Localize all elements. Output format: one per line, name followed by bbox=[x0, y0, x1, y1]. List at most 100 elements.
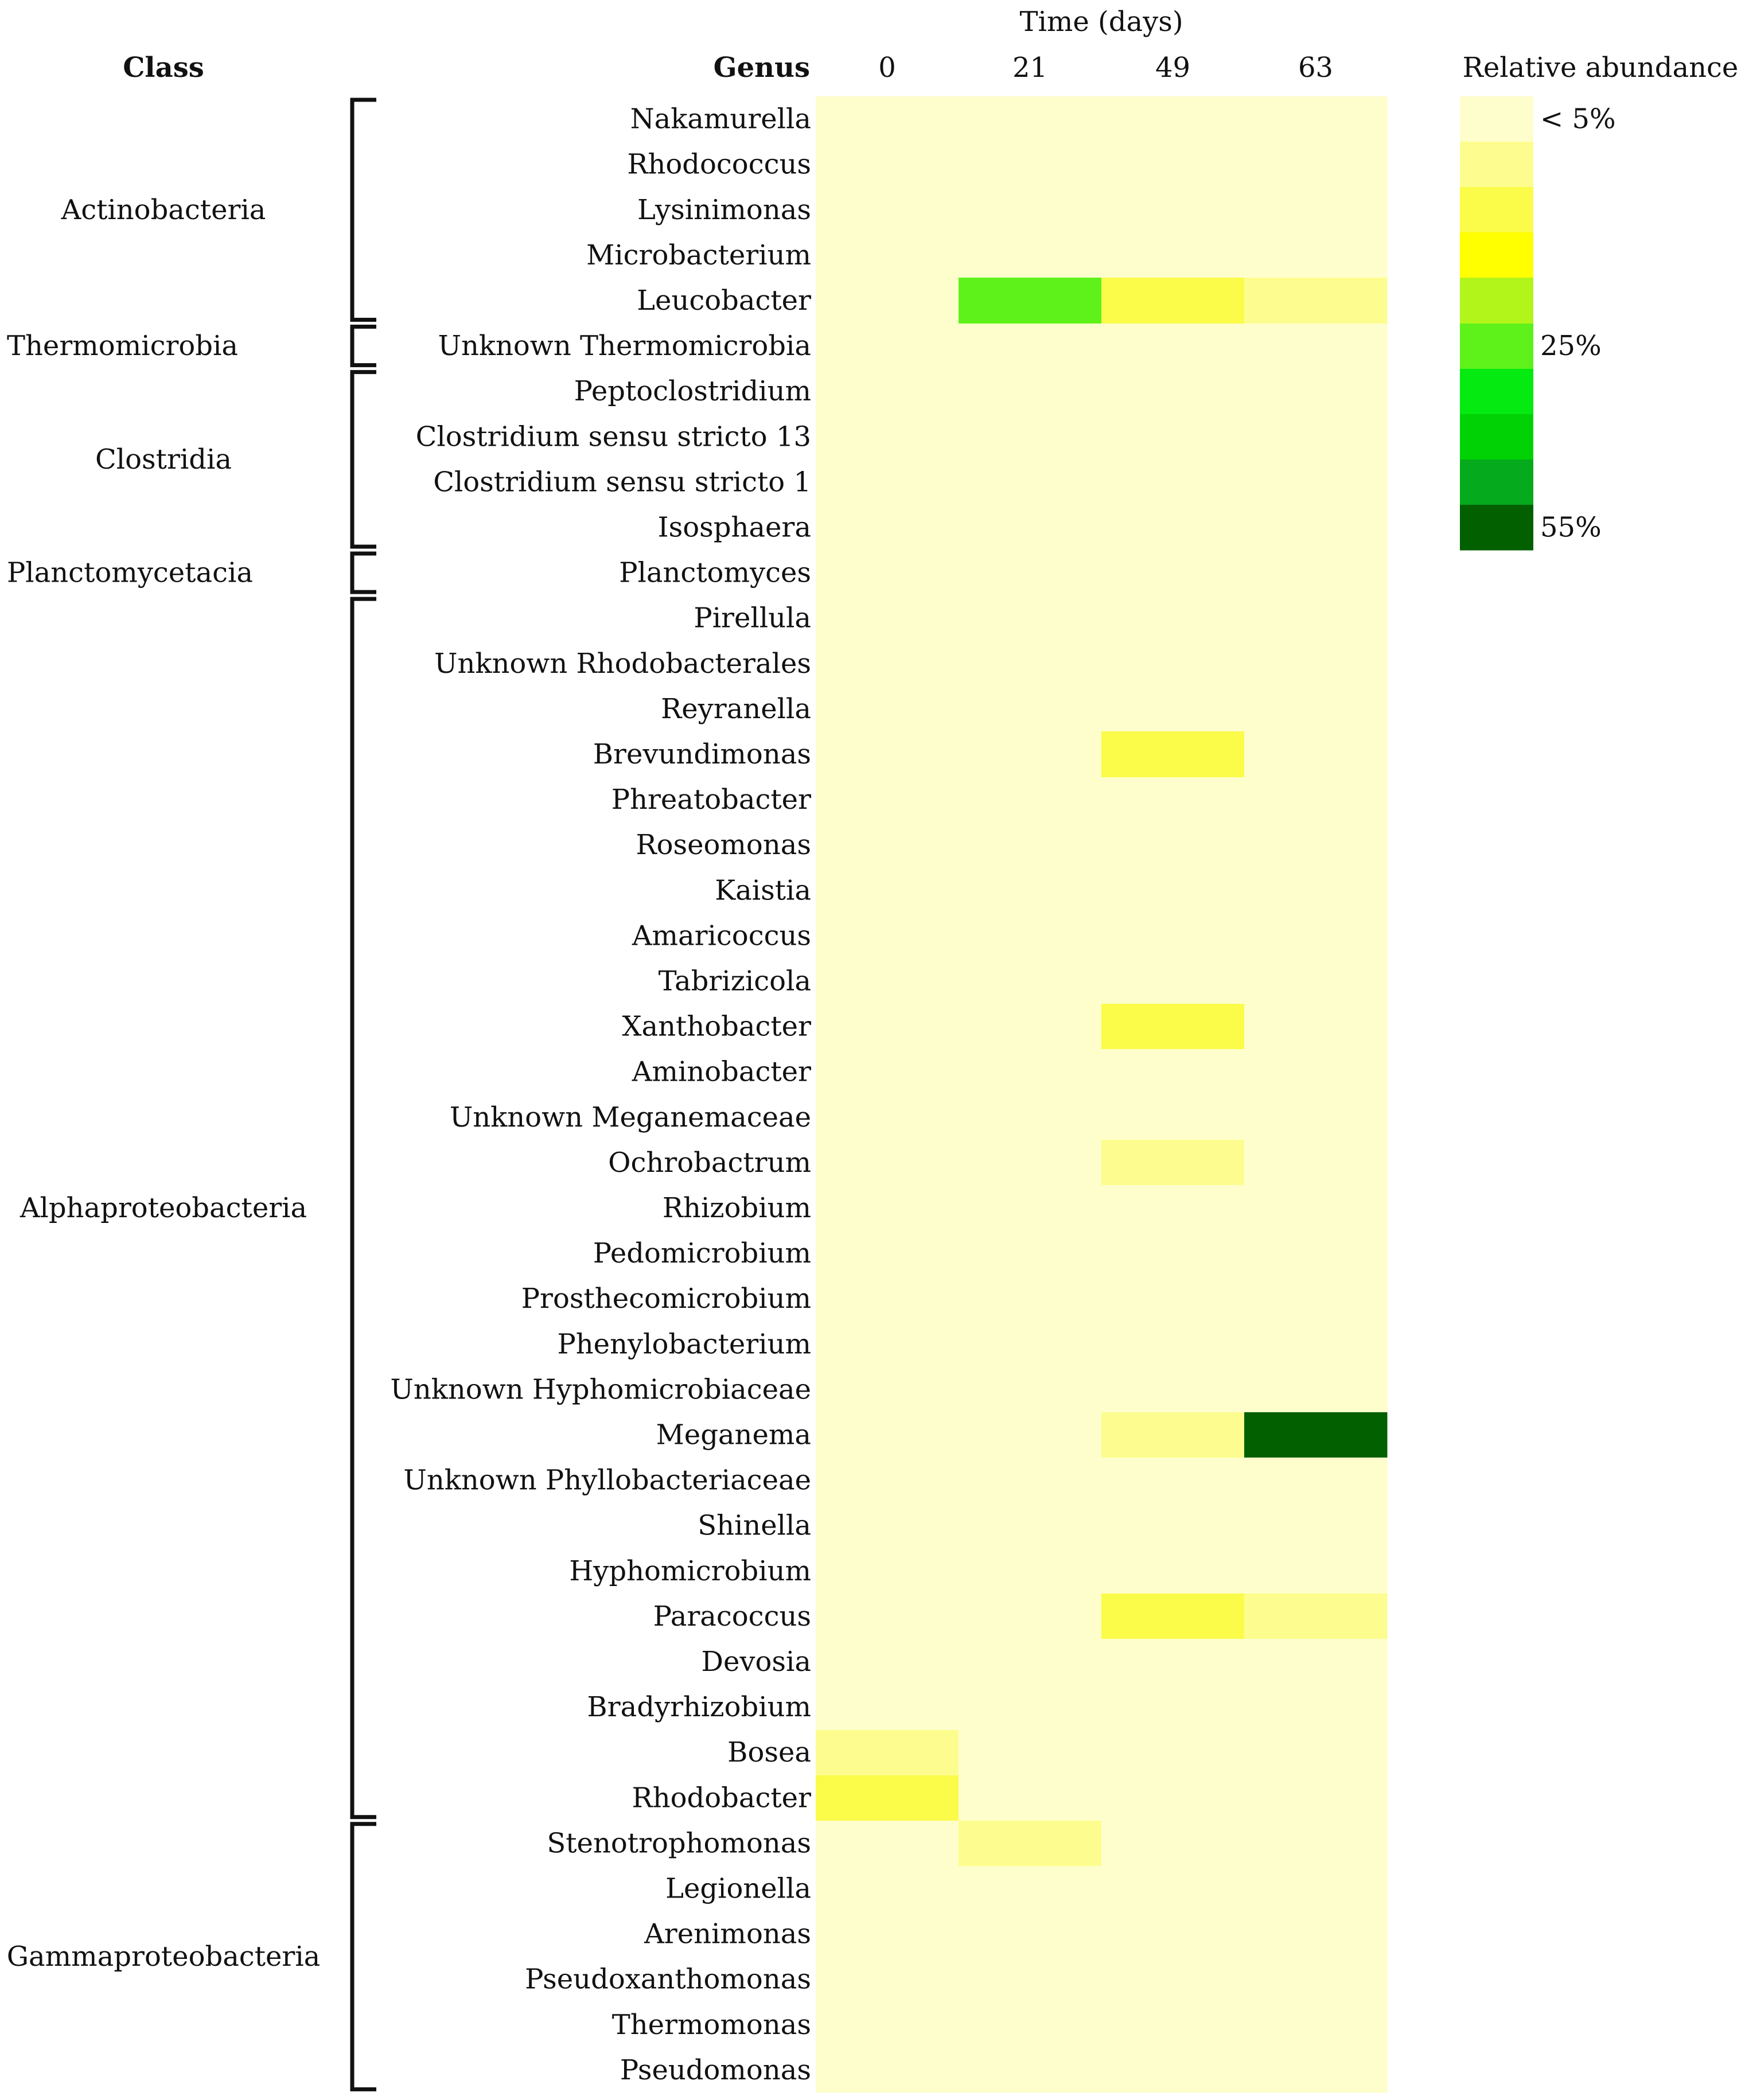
heatmap-cell bbox=[1101, 2047, 1245, 2093]
genus-label: Rhodococcus bbox=[627, 149, 811, 181]
heatmap-cell bbox=[959, 1412, 1102, 1458]
genus-labels: Nakamurella Rhodococcus Lysinimonas Microba… bbox=[390, 103, 811, 2086]
heatmap-cell bbox=[816, 96, 959, 142]
heatmap-cell bbox=[1244, 1503, 1388, 1549]
heatmap-cell bbox=[1101, 278, 1245, 324]
genus-label: Xanthobacter bbox=[622, 1011, 811, 1043]
class-labels: Actinobacteria Thermomicrobia Clostridia Pl… bbox=[7, 194, 321, 1973]
genus-label: Shinella bbox=[698, 1510, 811, 1542]
genus-label: Hyphomicrobium bbox=[569, 1555, 811, 1587]
genus-label: Legionella bbox=[665, 1872, 811, 1904]
heatmap-cell bbox=[816, 1548, 959, 1594]
heatmap-cell bbox=[1101, 731, 1245, 778]
heatmap-cell bbox=[959, 1049, 1102, 1095]
heatmap-cell bbox=[816, 1140, 959, 1186]
genus-label: Microbacterium bbox=[586, 239, 811, 271]
heatmap-cell bbox=[959, 1957, 1102, 2002]
heatmap-cell bbox=[1101, 1911, 1245, 1957]
heatmap-cell bbox=[816, 1685, 959, 1731]
heatmap-cell bbox=[816, 1367, 959, 1413]
genus-label: Devosia bbox=[701, 1646, 811, 1678]
genus-label: Bradyrhizobium bbox=[587, 1691, 811, 1723]
class-bracket bbox=[350, 98, 376, 322]
legend-swatch bbox=[1460, 96, 1533, 142]
heatmap-cell bbox=[959, 777, 1102, 823]
heatmap-cell bbox=[1244, 1231, 1388, 1277]
genus-label: Meganema bbox=[656, 1419, 811, 1451]
heatmap-cell bbox=[816, 1049, 959, 1095]
heatmap-cells bbox=[816, 96, 1388, 2093]
class-label: Actinobacteria bbox=[61, 194, 266, 226]
heatmap-cell bbox=[1244, 2047, 1388, 2093]
heatmap-cell bbox=[959, 550, 1102, 596]
heatmap-cell bbox=[1244, 1412, 1388, 1458]
heatmap-cell bbox=[959, 96, 1102, 142]
heatmap-cell bbox=[1244, 1866, 1388, 1912]
legend-labels: < 5% 25% 55% bbox=[1540, 103, 1616, 544]
heatmap-cell bbox=[959, 1730, 1102, 1776]
class-bracket bbox=[350, 597, 376, 1820]
heatmap-cell bbox=[959, 505, 1102, 551]
class-bracket bbox=[350, 551, 376, 594]
heatmap-cell bbox=[816, 2047, 959, 2093]
heatmap-cell bbox=[1101, 868, 1245, 914]
heatmap-cell bbox=[1244, 731, 1388, 778]
genus-label: Planctomyces bbox=[619, 557, 811, 589]
heatmap-cell bbox=[1244, 1685, 1388, 1731]
genus-label: Stenotrophomonas bbox=[547, 1827, 811, 1859]
heatmap-cell bbox=[959, 1866, 1102, 1912]
genus-label: Prosthecomicrobium bbox=[521, 1283, 811, 1315]
heatmap-cell bbox=[816, 278, 959, 324]
genus-label: Arenimonas bbox=[644, 1918, 811, 1950]
genus-label: Pirellula bbox=[694, 602, 811, 634]
heatmap-cell bbox=[959, 1639, 1102, 1685]
heatmap-cell bbox=[959, 369, 1102, 415]
heatmap-cell bbox=[1101, 2002, 1245, 2048]
heatmap-cell bbox=[959, 324, 1102, 369]
heatmap-cell bbox=[1101, 1322, 1245, 1367]
heatmap-cell bbox=[816, 1730, 959, 1776]
heatmap-cell bbox=[1101, 823, 1245, 868]
time-tick-49: 49 bbox=[1155, 52, 1190, 84]
heatmap-cell bbox=[959, 1276, 1102, 1322]
heatmap-cell bbox=[1244, 686, 1388, 732]
heatmap-cell bbox=[816, 777, 959, 823]
genus-label: Rhizobium bbox=[663, 1192, 811, 1224]
heatmap-cell bbox=[816, 823, 959, 868]
heatmap-cell bbox=[959, 731, 1102, 778]
heatmap-cell bbox=[1244, 868, 1388, 914]
heatmap-cell bbox=[1101, 1685, 1245, 1731]
heatmap-cell bbox=[816, 1866, 959, 1912]
heatmap-cell bbox=[1101, 1004, 1245, 1050]
legend-swatch bbox=[1460, 414, 1533, 460]
legend-swatches bbox=[1460, 96, 1533, 551]
class-label: Alphaproteobacteria bbox=[20, 1192, 307, 1224]
heatmap-cell bbox=[816, 731, 959, 778]
genus-label: Amaricoccus bbox=[632, 920, 811, 952]
genus-label: Reyranella bbox=[661, 693, 811, 725]
heatmap-cell bbox=[1101, 686, 1245, 732]
heatmap-cell bbox=[816, 324, 959, 369]
heatmap-cell bbox=[1244, 278, 1388, 324]
heatmap-cell bbox=[1101, 369, 1245, 415]
heatmap-cell bbox=[1101, 142, 1245, 188]
heatmap-cell bbox=[959, 1367, 1102, 1413]
heatmap-cell bbox=[959, 414, 1102, 460]
legend-swatch bbox=[1460, 142, 1533, 188]
class-label: Thermomicrobia bbox=[7, 330, 238, 362]
heatmap-cell bbox=[1101, 1049, 1245, 1095]
heatmap-cell bbox=[1244, 595, 1388, 641]
heatmap-cell bbox=[959, 959, 1102, 1004]
time-tick-21: 21 bbox=[1012, 52, 1047, 84]
heatmap-cell bbox=[1101, 1094, 1245, 1140]
genus-label: Nakamurella bbox=[630, 103, 811, 135]
heatmap-cell bbox=[1244, 1593, 1388, 1639]
heatmap-cell bbox=[1244, 414, 1388, 460]
heatmap-cell bbox=[1101, 595, 1245, 641]
heatmap-cell bbox=[816, 1412, 959, 1458]
heatmap-cell bbox=[959, 686, 1102, 732]
genus-label: Unknown Hyphomicrobiaceae bbox=[390, 1373, 811, 1405]
heatmap-cell bbox=[816, 369, 959, 415]
heatmap-cell bbox=[1244, 1775, 1388, 1821]
heatmap-cell bbox=[1101, 913, 1245, 959]
